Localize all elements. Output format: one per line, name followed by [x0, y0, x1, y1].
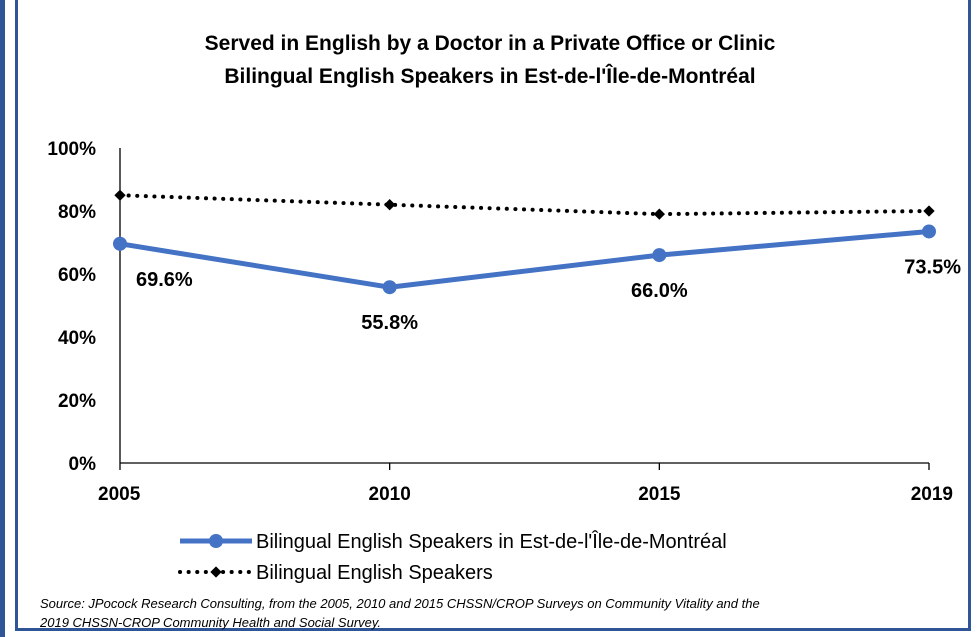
- point-bilingual-english-speakers: [114, 189, 126, 201]
- point-est-de-l-ile-de-montreal: [922, 224, 936, 239]
- legend-swatch-solid-marker: [209, 534, 223, 548]
- data-label: 66.0%: [631, 280, 688, 302]
- point-bilingual-english-speakers: [384, 199, 396, 211]
- legend-swatch-dotted-marker: [210, 566, 222, 578]
- source-note-line1: Source: JPocock Research Consulting, fro…: [40, 596, 760, 611]
- y-tick-label: 100%: [47, 139, 96, 160]
- series-line-est-de-l-ile-de-montreal: [119, 228, 930, 290]
- x-tick-label: 2015: [638, 484, 681, 505]
- point-est-de-l-ile-de-montreal: [113, 236, 127, 251]
- data-labels: 69.6% 55.8% 66.0% 73.5%: [136, 256, 961, 334]
- chart-subtitle: Bilingual English Speakers in Est-de-l'Î…: [224, 64, 755, 88]
- point-est-de-l-ile-de-montreal: [652, 248, 667, 263]
- y-tick-label: 20%: [58, 391, 96, 412]
- y-tick-labels: 0% 20% 40% 60% 80% 100%: [47, 139, 96, 475]
- x-tick-labels: 2005 2010 2015 2019: [98, 484, 953, 505]
- series-group: [113, 189, 936, 295]
- legend: Bilingual English Speakers in Est-de-l'Î…: [178, 530, 727, 584]
- x-tick-label: 2005: [98, 484, 141, 505]
- source-note-line2: 2019 CHSSN-CROP Community Health and Soc…: [39, 615, 381, 630]
- x-tick-label: 2019: [911, 484, 953, 505]
- data-label: 69.6%: [136, 269, 193, 291]
- data-label: 55.8%: [361, 312, 418, 334]
- y-tick-label: 80%: [58, 202, 96, 223]
- x-tick-marks: [119, 463, 930, 470]
- chart-border: [15, 0, 971, 631]
- legend-label-dotted: Bilingual English Speakers: [256, 562, 493, 584]
- y-tick-label: 0%: [69, 454, 97, 475]
- y-tick-label: 60%: [58, 265, 96, 286]
- point-bilingual-english-speakers: [923, 205, 935, 217]
- data-label: 73.5%: [904, 256, 961, 278]
- left-panel-border: [0, 0, 5, 637]
- y-tick-label: 40%: [58, 328, 96, 349]
- point-est-de-l-ile-de-montreal: [382, 280, 397, 295]
- point-bilingual-english-speakers: [653, 208, 665, 220]
- legend-label-solid: Bilingual English Speakers in Est-de-l'Î…: [256, 530, 727, 553]
- series-line-bilingual-english-speakers: [118, 193, 931, 217]
- chart-title: Served in English by a Doctor in a Priva…: [205, 32, 776, 55]
- x-tick-label: 2010: [369, 484, 411, 505]
